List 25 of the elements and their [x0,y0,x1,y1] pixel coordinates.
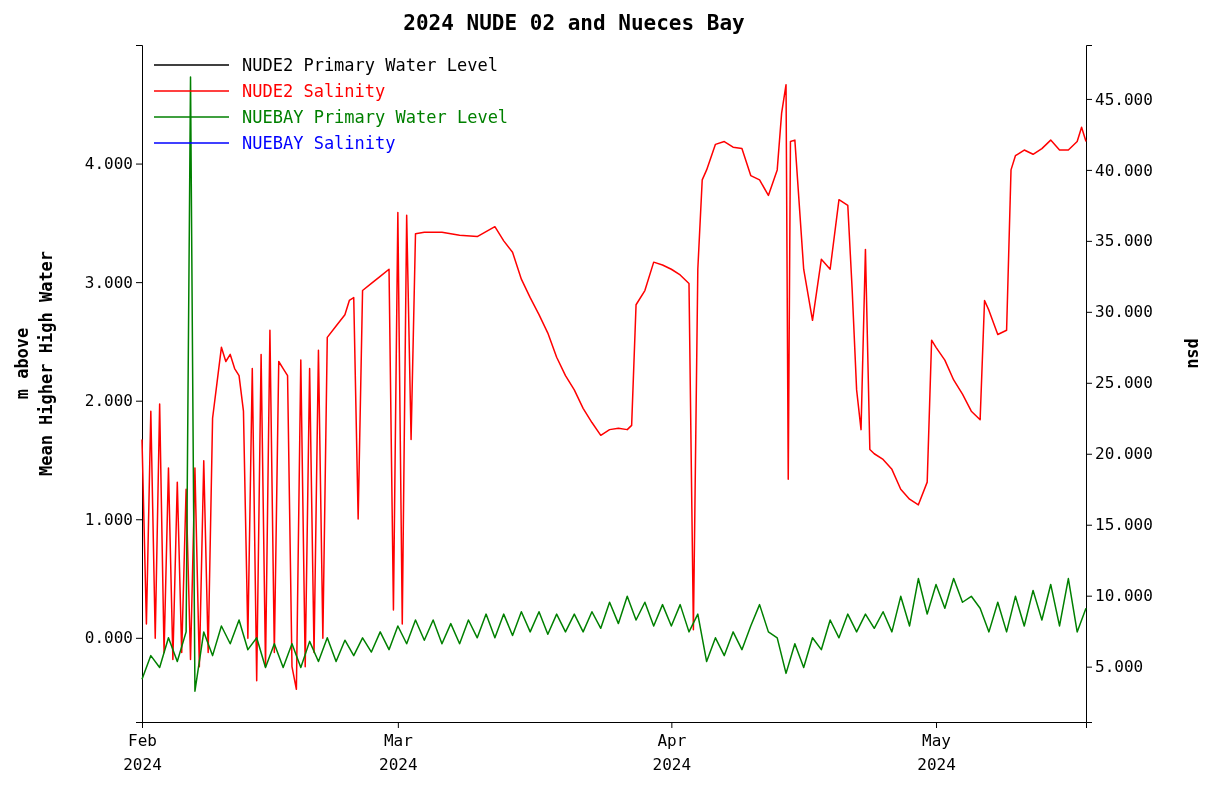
y2-tick-label: 15.000 [1095,515,1153,535]
y-tick-label: 3.000 [84,272,133,292]
x-tick-label: Apr 2024 [652,731,692,774]
legend-label: NUDE2 Salinity [242,81,386,101]
y-tick-label: 0.000 [84,628,133,648]
y-tick-label: 4.000 [84,154,133,174]
y2-tick-label: 5.000 [1095,657,1144,677]
y2-axis-title: psu [1184,338,1204,369]
y2-tick-label: 40.000 [1095,160,1153,180]
legend-label: NUEBAY Salinity [242,133,396,153]
x-tick-label: Feb 2024 [123,731,162,774]
y-axis-title: m above Mean Higher High Water [12,250,56,477]
legend-label: NUDE2 Primary Water Level [242,55,498,75]
y2-tick-label: 45.000 [1095,89,1153,109]
y2-tick-label: 30.000 [1095,302,1153,322]
legend-label: NUEBAY Primary Water Level [242,107,509,127]
x-tick-label: Mar 2024 [379,731,418,774]
y2-tick-label: 10.000 [1095,586,1153,606]
y2-tick-label: 20.000 [1095,444,1153,464]
y2-tick-label: 25.000 [1095,373,1153,393]
y2-tick-label: 35.000 [1095,231,1153,251]
x-tick-label: May 2024 [917,731,956,774]
chart-title: 2024 NUDE 02 and Nueces Bay [403,11,746,35]
y-tick-label: 1.000 [84,509,133,529]
y-tick-label: 2.000 [84,391,133,411]
